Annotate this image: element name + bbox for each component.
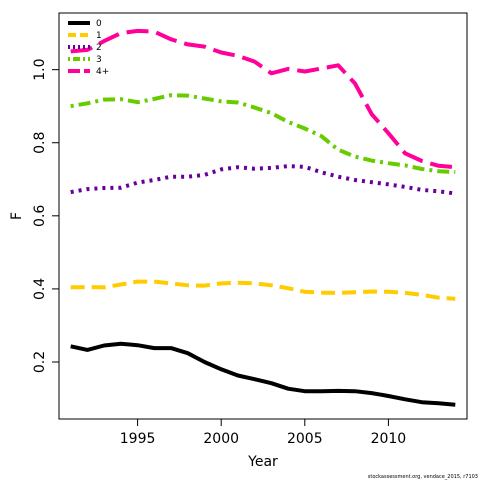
x-tick-label: 1995 — [120, 431, 156, 447]
y-axis: 0.2 0.4 0.6 0.8 1.0 — [32, 59, 60, 373]
y-axis-title: F — [9, 212, 25, 220]
series-line-4 — [70, 28, 456, 170]
x-axis: 1995 2000 2005 2010 — [120, 418, 407, 447]
plot-frame — [58, 12, 468, 420]
legend-label-0: 0 — [96, 19, 102, 29]
footer-note: stockassessment.org, vendace_2015, r7103 — [368, 474, 478, 480]
y-tick-label: 0.8 — [32, 132, 48, 154]
y-tick-label: 1.0 — [32, 59, 48, 81]
x-tick-label: 2010 — [371, 431, 407, 447]
series-line-1 — [70, 279, 456, 301]
x-tick-label: 2005 — [287, 431, 323, 447]
x-tick-label: 2000 — [203, 431, 239, 447]
x-axis-title: Year — [247, 454, 278, 470]
legend-label-4: 4+ — [96, 67, 109, 77]
series-layer — [70, 28, 456, 407]
y-tick-label: 0.2 — [32, 351, 48, 373]
series-line-2 — [70, 164, 456, 196]
y-tick-label: 0.6 — [32, 205, 48, 227]
legend: 0 1 2 3 4+ — [68, 19, 109, 77]
y-tick-label: 0.4 — [32, 278, 48, 300]
legend-label-2: 2 — [96, 43, 102, 53]
legend-label-1: 1 — [96, 31, 102, 41]
series-line-3 — [70, 93, 456, 174]
legend-label-3: 3 — [96, 55, 102, 65]
series-line-0 — [70, 341, 456, 407]
